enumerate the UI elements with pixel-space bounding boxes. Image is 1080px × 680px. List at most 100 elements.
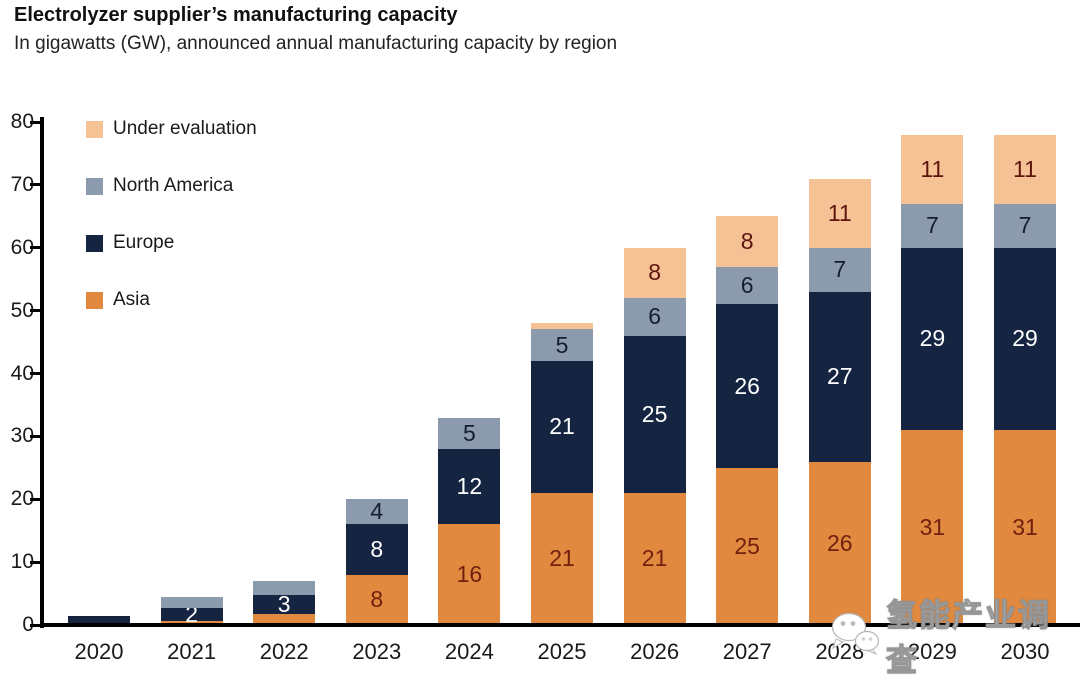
bar-segment-north-america-2023: 4 [345, 498, 408, 525]
segment-label: 29 [1012, 325, 1038, 352]
y-tick [30, 434, 40, 438]
segment-label: 8 [648, 259, 661, 286]
y-tick-label: 10 [10, 550, 34, 574]
segment-label: 11 [827, 199, 852, 226]
bar-segment-asia-2021 [160, 620, 223, 625]
segment-label: 21 [549, 413, 575, 440]
y-tick [30, 120, 40, 124]
y-axis [40, 117, 44, 628]
bar-segment-asia-2022 [253, 614, 316, 625]
segment-label: 16 [456, 561, 483, 588]
y-tick-label: 50 [10, 298, 34, 322]
y-tick-label: 60 [10, 235, 34, 259]
legend-item-north-america: North America [86, 175, 233, 197]
bar-segment-europe-2027: 26 [716, 304, 779, 468]
segment-label: 6 [740, 271, 754, 298]
bar-segment-europe-2025: 21 [531, 360, 593, 493]
x-tick-label: 2027 [722, 639, 772, 664]
bar-segment-under-evaluation-2025 [531, 323, 593, 330]
x-tick-label: 2023 [352, 639, 402, 664]
y-tick [30, 183, 40, 187]
y-tick-label: 30 [10, 424, 34, 448]
bar-segment-north-america-2025: 5 [531, 329, 593, 361]
bar-segment-europe-2024: 12 [438, 448, 501, 525]
y-tick-label: 20 [10, 487, 34, 511]
legend-label: Under evaluation [113, 118, 257, 139]
segment-label: 31 [919, 514, 946, 541]
segment-label: 11 [1013, 155, 1037, 182]
legend-label: Europe [113, 232, 175, 253]
legend-item-asia: Asia [86, 289, 150, 311]
segment-label: 7 [925, 212, 939, 239]
y-tick [30, 246, 40, 250]
segment-label: 5 [555, 331, 569, 358]
segment-label: 8 [370, 586, 384, 613]
y-tick [30, 497, 40, 501]
legend-item-europe: Europe [86, 232, 174, 254]
segment-label: 21 [549, 545, 575, 572]
x-tick-label: 2029 [907, 639, 957, 664]
bar-segment-north-america-2029: 7 [901, 203, 964, 248]
legend-item-under-evaluation: Under evaluation [86, 118, 257, 140]
bar-segment-asia-2026: 21 [623, 492, 686, 625]
bar-segment-asia-2023: 8 [345, 574, 408, 625]
segment-label: 21 [641, 545, 668, 572]
y-tick-label: 70 [10, 172, 34, 196]
watermark-text: 氢能产业调查 [885, 597, 1051, 678]
bar-segment-under-evaluation-2027: 8 [716, 216, 779, 267]
watermark: 氢能产业调查 [830, 590, 1080, 680]
bar-segment-europe-2023: 8 [345, 524, 408, 575]
x-tick-label: 2020 [74, 639, 124, 664]
segment-label: 4 [370, 498, 384, 525]
y-tick [30, 309, 40, 313]
segment-label: 29 [919, 325, 946, 352]
bar-segment-north-america-2024: 5 [438, 417, 501, 449]
y-tick [30, 623, 40, 627]
segment-label: 26 [734, 372, 760, 399]
x-axis [40, 623, 1080, 627]
bar-segment-under-evaluation-2026: 8 [623, 247, 686, 299]
segment-label: 25 [734, 532, 760, 559]
bar-segment-europe-2020 [68, 615, 130, 625]
bar-segment-asia-2024: 16 [438, 524, 501, 625]
segment-label: 26 [827, 529, 853, 556]
x-tick-label: 2024 [444, 639, 494, 664]
europe-swatch-icon [86, 234, 103, 252]
bar-segment-europe-2026: 25 [623, 335, 686, 493]
bar-segment-europe-2028: 27 [808, 291, 871, 462]
under-evaluation-swatch-icon [86, 120, 103, 138]
bar-segment-north-america-2027: 6 [716, 266, 779, 305]
segment-label: 5 [462, 419, 476, 446]
bar-segment-under-evaluation-2029: 11 [901, 134, 964, 204]
bar-segment-under-evaluation-2028: 11 [808, 178, 871, 248]
bar-segment-north-america-2028: 7 [808, 247, 871, 292]
segment-label: 12 [456, 473, 483, 500]
segment-label: 6 [648, 303, 661, 330]
bar-segment-europe-2029: 29 [901, 247, 964, 431]
y-tick-label: 40 [10, 361, 34, 385]
bar-segment-europe-2021: 2 [160, 602, 223, 625]
bar-segment-asia-2028: 26 [808, 461, 871, 625]
x-tick-label: 2026 [630, 639, 680, 664]
segment-label: 7 [833, 256, 847, 283]
x-tick-label: 2025 [537, 639, 587, 664]
segment-label: 27 [827, 363, 853, 390]
bar-segment-asia-2030: 31 [994, 430, 1056, 625]
segment-label: 3 [277, 591, 291, 618]
x-tick-label: 2030 [1000, 639, 1050, 664]
wechat-icon [830, 610, 882, 661]
bar-segment-north-america-2021 [160, 596, 223, 609]
bar-segment-europe-2022: 3 [253, 591, 316, 618]
bar-segment-asia-2029: 31 [901, 430, 964, 625]
y-tick-label: 0 [22, 613, 34, 636]
segment-label: 31 [1012, 514, 1038, 541]
segment-label: 2 [185, 600, 198, 627]
north-america-swatch-icon [86, 177, 103, 195]
bar-segment-asia-2027: 25 [716, 467, 779, 625]
segment-label: 7 [1018, 212, 1032, 239]
segment-label: 8 [740, 227, 754, 254]
segment-label: 25 [641, 400, 668, 427]
bar-segment-under-evaluation-2030: 11 [994, 134, 1056, 204]
